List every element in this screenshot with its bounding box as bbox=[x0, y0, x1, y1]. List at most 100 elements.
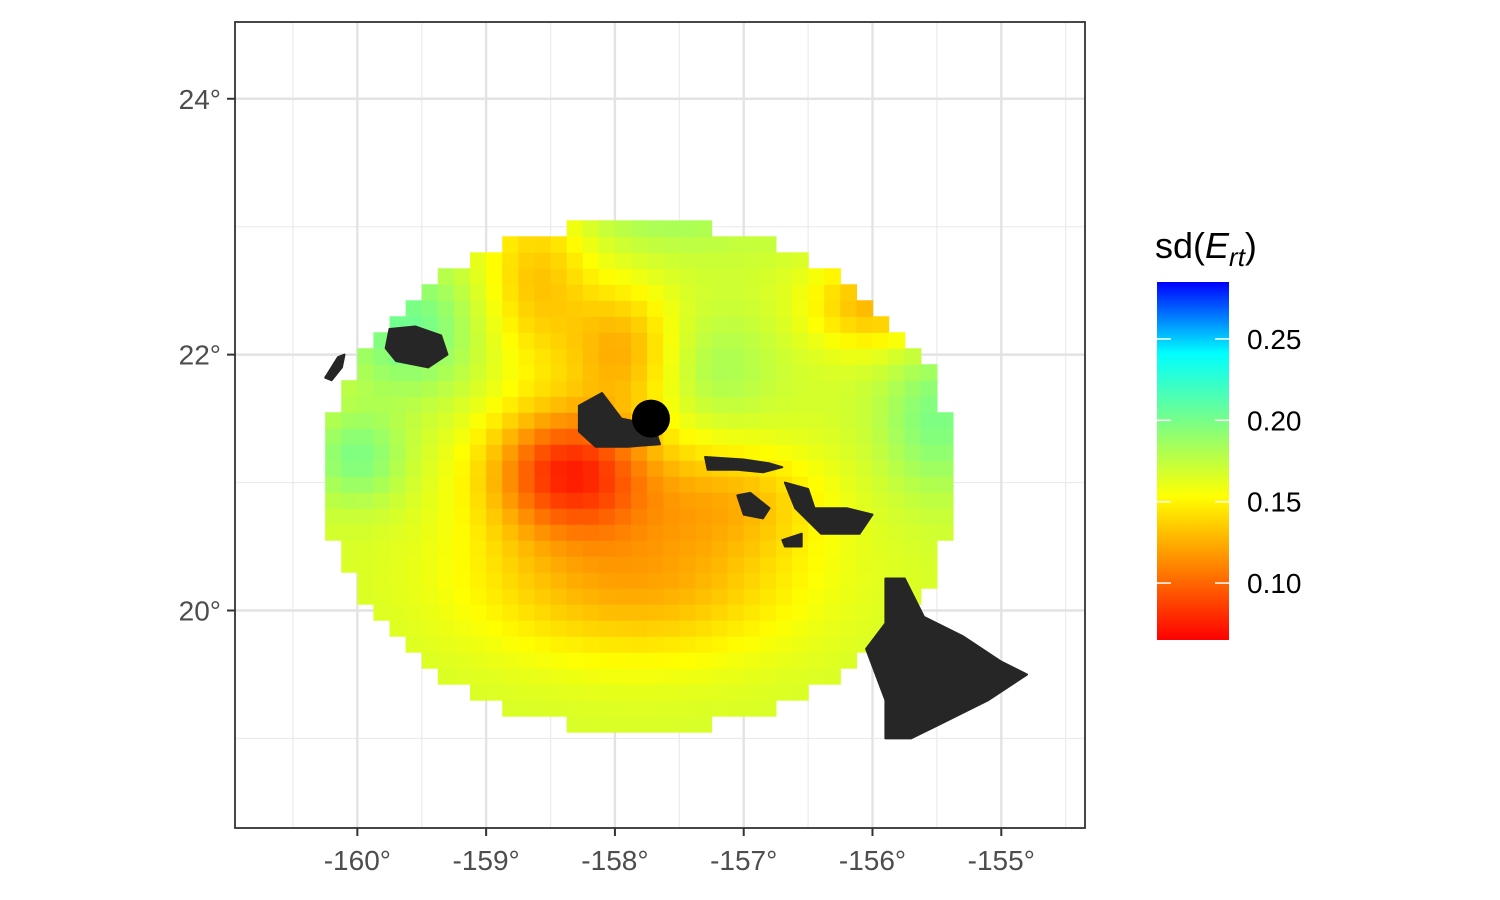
heatmap-cell bbox=[486, 636, 503, 653]
heatmap-cell bbox=[695, 284, 713, 301]
heatmap-cell bbox=[647, 508, 664, 525]
heatmap-cell bbox=[759, 380, 777, 397]
heatmap-cell bbox=[727, 380, 745, 397]
heatmap-cell bbox=[550, 508, 568, 525]
heatmap-cell bbox=[840, 460, 857, 477]
heatmap-cell bbox=[920, 492, 938, 509]
heatmap-cell bbox=[792, 268, 809, 285]
heatmap-cell bbox=[614, 492, 632, 509]
heatmap-cell bbox=[775, 364, 793, 381]
heatmap-cell bbox=[888, 332, 906, 349]
x-tick-label: -159° bbox=[453, 845, 520, 876]
heatmap-cell bbox=[631, 588, 648, 605]
heatmap-cell bbox=[550, 620, 568, 637]
heatmap-cell bbox=[679, 636, 697, 653]
heatmap-cell bbox=[614, 540, 632, 557]
heatmap-cell bbox=[421, 604, 439, 621]
heatmap-cell bbox=[566, 588, 584, 605]
heatmap-cell bbox=[582, 636, 600, 653]
heatmap-cell bbox=[904, 348, 922, 365]
heatmap-cell bbox=[663, 444, 680, 461]
heatmap-cell bbox=[727, 636, 745, 653]
heatmap-cell bbox=[840, 428, 857, 445]
heatmap-cell bbox=[614, 300, 632, 317]
heatmap-cell bbox=[389, 476, 407, 493]
heatmap-cell bbox=[502, 492, 519, 509]
heatmap-cell bbox=[405, 572, 423, 589]
heatmap-cell bbox=[711, 300, 729, 317]
heatmap-cell bbox=[534, 348, 552, 365]
heatmap-cell bbox=[856, 364, 874, 381]
heatmap-cell bbox=[792, 588, 809, 605]
heatmap-cell bbox=[840, 300, 857, 317]
heatmap-cell bbox=[888, 428, 906, 445]
heatmap-cell bbox=[598, 700, 616, 717]
heatmap-cell bbox=[856, 428, 874, 445]
heatmap-cell bbox=[727, 332, 745, 349]
heatmap-cell bbox=[824, 476, 841, 493]
heatmap-cell bbox=[824, 316, 841, 333]
heatmap-cell bbox=[373, 460, 391, 477]
heatmap-cell bbox=[759, 412, 777, 429]
heatmap-cell bbox=[711, 700, 729, 717]
heatmap-cell bbox=[663, 332, 680, 349]
heatmap-cell bbox=[775, 396, 793, 413]
heatmap-cell bbox=[711, 508, 729, 525]
heatmap-cell bbox=[341, 476, 358, 493]
heatmap-cell bbox=[647, 636, 664, 653]
heatmap-cell bbox=[759, 588, 777, 605]
heatmap-cell bbox=[405, 620, 423, 637]
heatmap-cell bbox=[405, 588, 423, 605]
heatmap-cell bbox=[711, 636, 729, 653]
heatmap-cell bbox=[647, 668, 664, 685]
heatmap-cell bbox=[840, 332, 857, 349]
heatmap-cell bbox=[840, 556, 857, 573]
heatmap-cell bbox=[437, 588, 455, 605]
y-tick-label: 22° bbox=[179, 340, 221, 371]
heatmap-cell bbox=[824, 412, 841, 429]
heatmap-cell bbox=[405, 492, 423, 509]
heatmap-cell bbox=[341, 380, 358, 397]
heatmap-cell bbox=[920, 412, 938, 429]
heatmap-cell bbox=[663, 364, 680, 381]
heatmap-cell bbox=[421, 428, 439, 445]
heatmap-cell bbox=[550, 316, 568, 333]
heatmap-cell bbox=[582, 348, 600, 365]
heatmap-cell bbox=[904, 396, 922, 413]
heatmap-cell bbox=[534, 284, 552, 301]
heatmap-cell bbox=[341, 412, 358, 429]
heatmap-cell bbox=[695, 652, 713, 669]
heatmap-cell bbox=[453, 556, 471, 573]
heatmap-cell bbox=[502, 284, 519, 301]
heatmap-cell bbox=[582, 492, 600, 509]
heatmap-cell bbox=[775, 412, 793, 429]
heatmap-cell bbox=[872, 524, 890, 541]
heatmap-cell bbox=[872, 444, 890, 461]
heatmap-cell bbox=[663, 236, 680, 253]
heatmap-cell bbox=[502, 252, 519, 269]
heatmap-cell bbox=[856, 492, 874, 509]
heatmap-cell bbox=[437, 476, 455, 493]
heatmap-cell bbox=[421, 476, 439, 493]
heatmap-cell bbox=[566, 524, 584, 541]
heatmap-cell bbox=[373, 428, 391, 445]
heatmap-cell bbox=[437, 412, 455, 429]
heatmap-cell bbox=[614, 604, 632, 621]
heatmap-cell bbox=[679, 364, 697, 381]
heatmap-cell bbox=[840, 348, 857, 365]
heatmap-cell bbox=[598, 236, 616, 253]
heatmap-cell bbox=[808, 572, 825, 589]
heatmap-cell bbox=[470, 620, 487, 637]
heatmap-cell bbox=[663, 556, 680, 573]
heatmap-cell bbox=[486, 684, 503, 701]
heatmap-cell bbox=[325, 428, 342, 445]
heatmap-cell bbox=[518, 556, 536, 573]
heatmap-cell bbox=[824, 668, 841, 685]
heatmap-cell bbox=[631, 716, 648, 733]
heatmap-cell bbox=[824, 332, 841, 349]
heatmap-cell bbox=[582, 460, 600, 477]
heatmap-cell bbox=[566, 236, 584, 253]
heatmap-cell bbox=[357, 364, 375, 381]
heatmap-cell bbox=[582, 620, 600, 637]
heatmap-cell bbox=[437, 300, 455, 317]
